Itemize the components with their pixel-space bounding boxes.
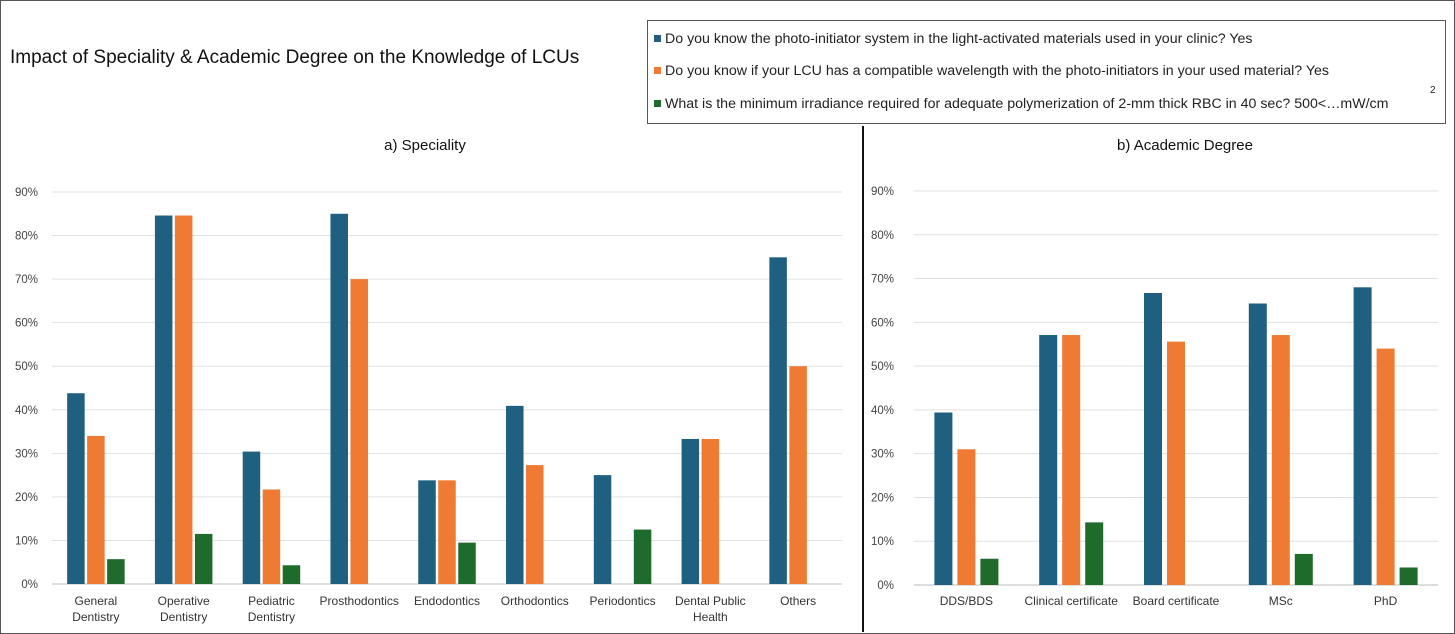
x-tick-label: Clinical certificate <box>1025 594 1119 608</box>
x-tick-label: Board certificate <box>1133 594 1220 608</box>
y-tick-label: 60% <box>871 317 894 329</box>
bar-orange <box>701 438 720 584</box>
bar-green <box>107 559 125 584</box>
bar-green <box>1085 522 1104 585</box>
y-tick-label: 90% <box>871 186 894 198</box>
bar-green <box>282 565 301 584</box>
bar-green <box>1399 567 1418 585</box>
y-tick-label: 70% <box>15 274 38 286</box>
x-tick-label: Endodontics <box>414 594 480 608</box>
x-tick-label: Dentistry <box>72 610 119 624</box>
y-tick-label: 50% <box>15 361 38 373</box>
y-tick-label: 0% <box>877 580 894 592</box>
bar-orange <box>526 465 544 584</box>
x-tick-label: Operative <box>158 594 210 608</box>
legend-item-photoinitiator: Do you know the photo-initiator system i… <box>654 31 1253 47</box>
bar-blue <box>154 215 173 584</box>
bar-blue <box>330 213 348 584</box>
bar-blue <box>506 405 524 584</box>
legend-swatch-green <box>654 100 661 107</box>
chart-title: b) Academic Degree <box>1117 137 1253 154</box>
bar-orange <box>1376 348 1395 585</box>
y-tick-label: 90% <box>15 187 38 199</box>
x-tick-label: Dental Public <box>675 594 746 608</box>
y-tick-label: 80% <box>871 230 894 242</box>
bar-blue <box>681 438 700 584</box>
y-tick-label: 30% <box>871 449 894 461</box>
x-tick-label: DDS/BDS <box>940 594 993 608</box>
bar-blue <box>1248 303 1267 585</box>
x-tick-label: Pediatric <box>248 594 295 608</box>
bar-green <box>980 558 999 585</box>
y-tick-label: 10% <box>15 535 38 547</box>
page-title: Impact of Speciality & Academic Degree o… <box>10 47 580 68</box>
y-tick-label: 10% <box>871 536 894 548</box>
y-tick-label: 80% <box>15 231 38 243</box>
bar-blue <box>1039 335 1058 585</box>
legend: Do you know the photo-initiator system i… <box>647 20 1446 124</box>
bar-blue <box>934 412 953 585</box>
legend-superscript: 2 <box>1430 85 1436 96</box>
y-tick-label: 0% <box>21 579 38 591</box>
panel-divider <box>862 126 864 632</box>
chart-title: a) Speciality <box>384 137 466 154</box>
x-tick-label: Dentistry <box>160 610 207 624</box>
bar-blue <box>593 475 612 584</box>
legend-label: What is the minimum irradiance required … <box>665 96 1389 112</box>
bar-blue <box>1144 293 1162 585</box>
legend-swatch-orange <box>654 67 661 74</box>
bar-orange <box>350 279 368 584</box>
y-tick-label: 30% <box>15 448 38 460</box>
legend-label: Do you know if your LCU has a compatible… <box>665 63 1330 79</box>
bar-orange <box>262 489 281 584</box>
bar-blue <box>242 451 261 584</box>
x-tick-label: Periodontics <box>590 594 656 608</box>
x-tick-label: Others <box>780 594 816 608</box>
y-tick-label: 20% <box>871 492 894 504</box>
y-tick-label: 60% <box>15 318 38 330</box>
legend-item-irradiance: What is the minimum irradiance required … <box>654 96 1388 112</box>
bar-green <box>1294 553 1313 585</box>
bar-blue <box>769 257 787 584</box>
x-tick-label: General <box>75 594 118 608</box>
bar-orange <box>438 480 456 584</box>
x-tick-label: MSc <box>1269 594 1293 608</box>
bar-orange <box>174 215 193 584</box>
x-tick-label: Prosthodontics <box>320 594 399 608</box>
x-tick-label: Health <box>693 610 728 624</box>
bar-orange <box>1167 341 1185 585</box>
y-tick-label: 40% <box>871 405 894 417</box>
bar-blue <box>67 393 85 584</box>
bar-orange <box>87 435 105 584</box>
y-tick-label: 20% <box>15 492 38 504</box>
y-tick-label: 50% <box>871 361 894 373</box>
bar-green <box>458 542 476 584</box>
y-tick-label: 40% <box>15 405 38 417</box>
legend-item-wavelength: Do you know if your LCU has a compatible… <box>654 63 1329 79</box>
legend-swatch-blue <box>654 35 661 42</box>
bar-orange <box>1271 335 1290 585</box>
x-tick-label: Dentistry <box>248 610 295 624</box>
y-tick-label: 70% <box>871 274 894 286</box>
bar-blue <box>418 480 436 584</box>
legend-label: Do you know the photo-initiator system i… <box>665 31 1253 47</box>
bar-green <box>194 533 213 584</box>
bar-green <box>633 529 652 584</box>
bar-orange <box>1062 335 1081 585</box>
x-tick-label: PhD <box>1374 594 1398 608</box>
bar-blue <box>1353 287 1372 585</box>
bar-orange <box>957 449 976 585</box>
bar-orange <box>789 366 807 584</box>
x-tick-label: Orthodontics <box>501 594 569 608</box>
